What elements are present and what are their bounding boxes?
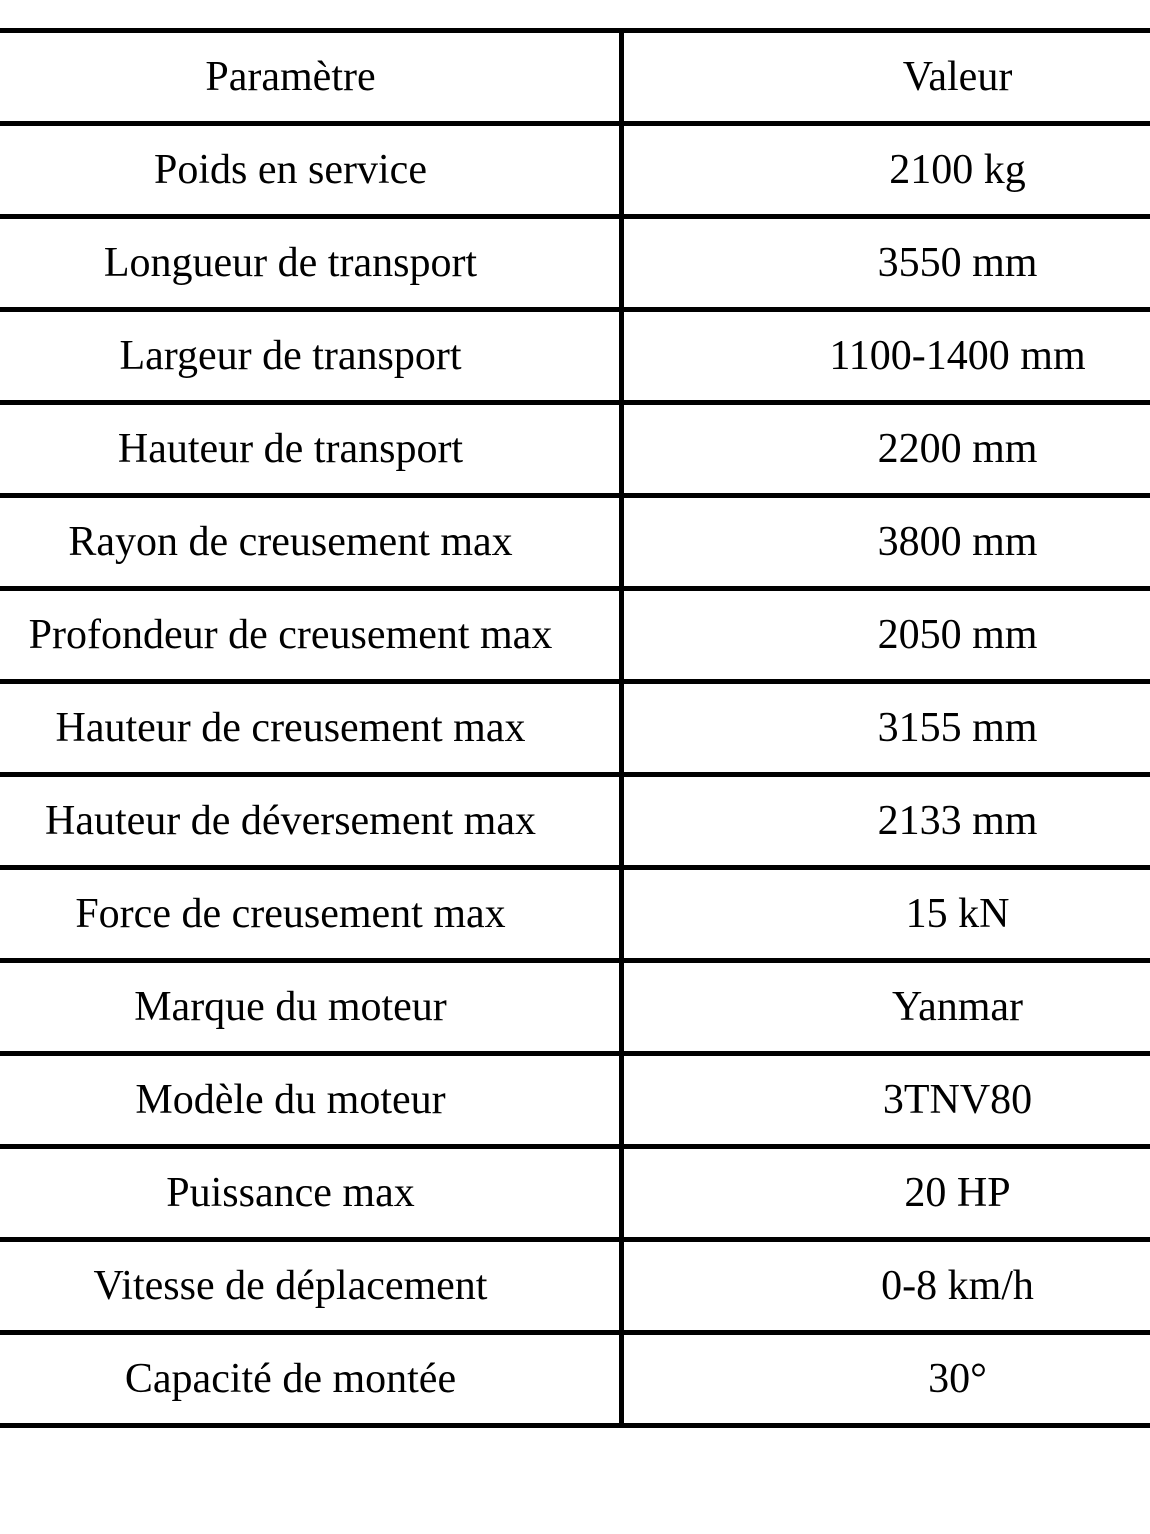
value-cell: 2133 mm [619, 772, 1150, 870]
param-cell: Rayon de creusement max [0, 493, 624, 591]
table-row: Hauteur de transport 2200 mm [0, 400, 1150, 498]
table-row: Hauteur de creusement max 3155 mm [0, 679, 1150, 777]
value-cell: 2100 kg [619, 121, 1150, 219]
value-cell: Yanmar [619, 958, 1150, 1056]
value-cell: 2050 mm [619, 586, 1150, 684]
param-cell: Hauteur de transport [0, 400, 624, 498]
header-parametre: Paramètre [0, 28, 624, 126]
value-cell: 1100-1400 mm [619, 307, 1150, 405]
value-cell: 3800 mm [619, 493, 1150, 591]
table-row: Hauteur de déversement max 2133 mm [0, 772, 1150, 870]
param-cell: Puissance max [0, 1144, 624, 1242]
param-cell: Capacité de montée [0, 1330, 624, 1428]
table-row: Puissance max 20 HP [0, 1144, 1150, 1242]
spec-table: Paramètre Valeur Poids en service 2100 kg… [0, 28, 1150, 1428]
param-cell: Longueur de transport [0, 214, 624, 312]
value-cell: 3155 mm [619, 679, 1150, 777]
value-cell: 20 HP [619, 1144, 1150, 1242]
param-cell: Hauteur de déversement max [0, 772, 624, 870]
spec-table-body: Poids en service 2100 kg Longueur de trans… [0, 121, 1150, 1428]
param-cell: Vitesse de déplacement [0, 1237, 624, 1335]
table-row: Force de creusement max 15 kN [0, 865, 1150, 963]
table-row: Profondeur de creusement max 2050 mm [0, 586, 1150, 684]
param-cell: Hauteur de creusement max [0, 679, 624, 777]
table-row: Capacité de montée 30° [0, 1330, 1150, 1428]
value-cell: 30° [619, 1330, 1150, 1428]
value-cell: 3TNV80 [619, 1051, 1150, 1149]
table-row: Modèle du moteur 3TNV80 [0, 1051, 1150, 1149]
param-cell: Marque du moteur [0, 958, 624, 1056]
param-cell: Profondeur de creusement max [0, 586, 624, 684]
value-cell: 3550 mm [619, 214, 1150, 312]
table-row: Rayon de creusement max 3800 mm [0, 493, 1150, 591]
spec-table-head: Paramètre Valeur [0, 28, 1150, 126]
value-cell: 15 kN [619, 865, 1150, 963]
header-row: Paramètre Valeur [0, 28, 1150, 126]
param-cell: Modèle du moteur [0, 1051, 624, 1149]
table-row: Vitesse de déplacement 0-8 km/h [0, 1237, 1150, 1335]
table-row: Poids en service 2100 kg [0, 121, 1150, 219]
table-row: Marque du moteur Yanmar [0, 958, 1150, 1056]
table-row: Longueur de transport 3550 mm [0, 214, 1150, 312]
table-row: Largeur de transport 1100-1400 mm [0, 307, 1150, 405]
param-cell: Force de creusement max [0, 865, 624, 963]
param-cell: Largeur de transport [0, 307, 624, 405]
value-cell: 2200 mm [619, 400, 1150, 498]
param-cell: Poids en service [0, 121, 624, 219]
header-valeur: Valeur [619, 28, 1150, 126]
value-cell: 0-8 km/h [619, 1237, 1150, 1335]
